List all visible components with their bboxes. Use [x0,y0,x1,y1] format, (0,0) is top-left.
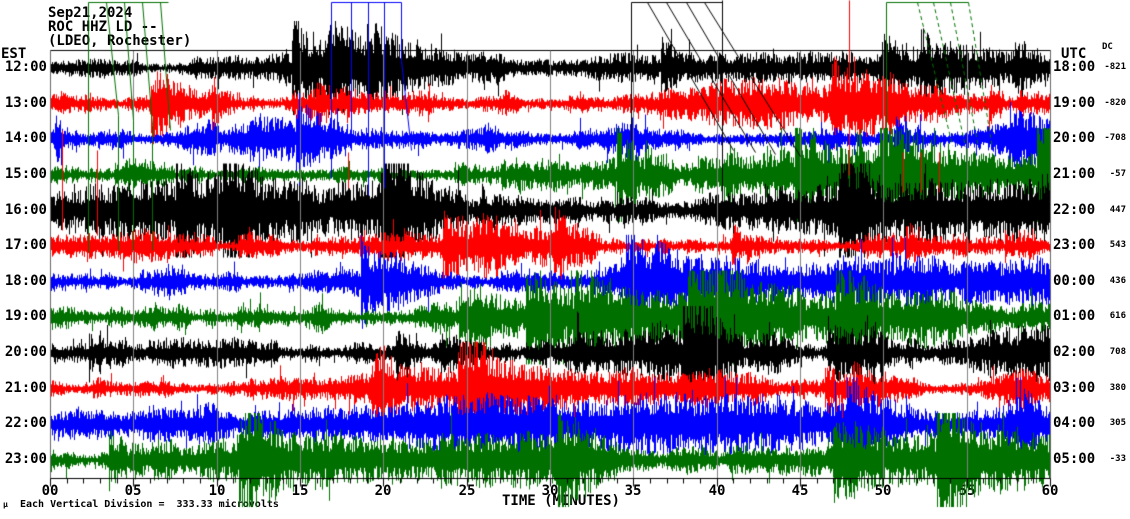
left-time-label: 23:00 [4,451,47,467]
header-station: ROC HHZ LD -- [48,19,158,35]
left-time-label: 17:00 [4,237,47,253]
dc-column-header: DC [1102,42,1113,52]
left-time-label: 18:00 [4,273,47,289]
left-time-label: 20:00 [4,344,47,360]
left-time-label: 12:00 [4,59,47,75]
left-time-label: 16:00 [4,202,47,218]
x-tick-label: 50 [874,483,892,499]
x-tick-label: 05 [124,483,142,499]
left-time-label: 13:00 [4,95,47,111]
dc-offset-value: -57 [1109,169,1126,179]
x-tick-label: 55 [958,483,976,499]
left-time-label: 19:00 [4,308,47,324]
dc-offset-value: 708 [1109,347,1126,357]
dc-offset-value: 380 [1109,383,1126,393]
left-time-label: 21:00 [4,380,47,396]
dc-offset-value: -821 [1104,62,1126,72]
watermark-glyph: μ [3,500,8,509]
dc-offset-value: -33 [1109,454,1126,464]
header-date: Sep21,2024 [48,5,133,21]
dc-offset-value: 305 [1109,418,1126,428]
x-tick-label: 15 [291,483,309,499]
dc-offset-value: -708 [1104,133,1126,143]
left-time-label: 15:00 [4,166,47,182]
x-tick-label: 60 [1041,483,1059,499]
x-tick-label: 40 [708,483,726,499]
scale-note: Each Vertical Division = 333.33 microvol… [20,499,279,510]
x-axis-title: TIME (MINUTES) [501,493,620,509]
dc-offset-value: 543 [1109,240,1126,250]
dc-offset-value: -820 [1104,98,1126,108]
dc-offset-value: 436 [1109,276,1126,286]
x-tick-label: 10 [208,483,226,499]
left-time-label: 22:00 [4,415,47,431]
dc-offset-value: 616 [1109,311,1126,321]
x-tick-label: 20 [374,483,392,499]
x-tick-label: 00 [41,483,59,499]
header-location: (LDEO, Rochester) [48,33,192,49]
x-tick-label: 45 [791,483,809,499]
dc-offset-value: 447 [1109,205,1126,215]
left-time-label: 14:00 [4,130,47,146]
